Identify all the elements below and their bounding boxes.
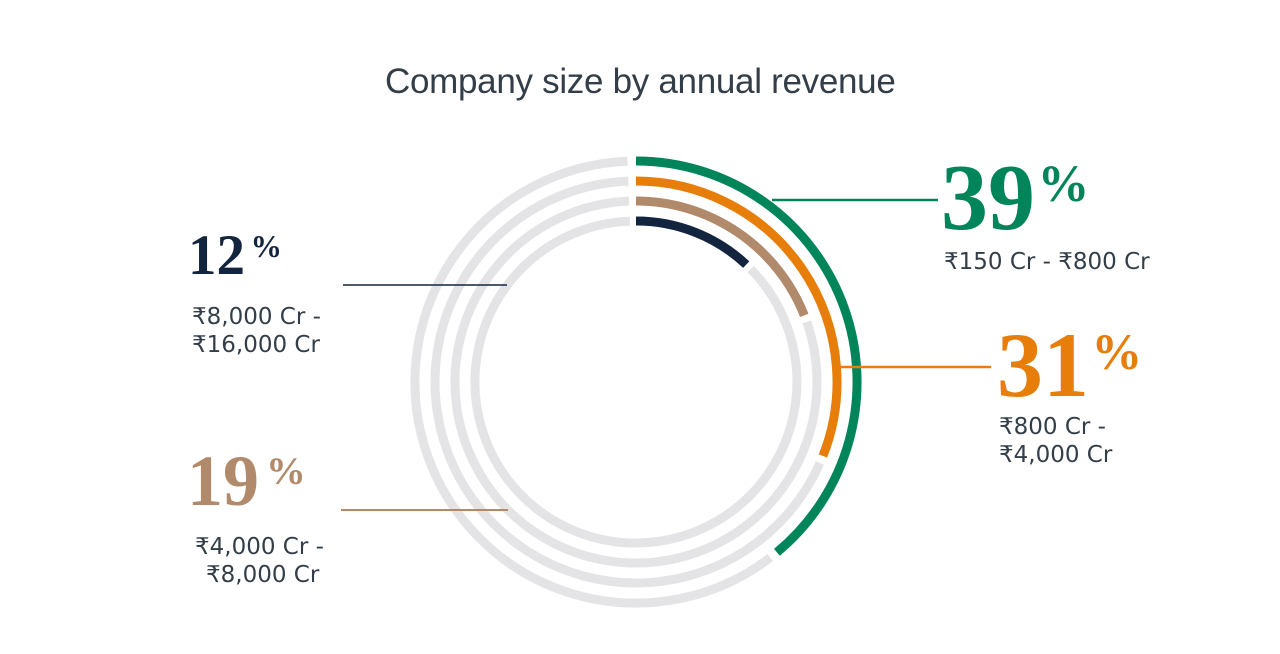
value-text: 31 xyxy=(997,314,1089,416)
range-line: ₹150 Cr - ₹800 Cr xyxy=(944,249,1150,275)
value-text: 39 xyxy=(941,146,1035,250)
percent-sign: % xyxy=(250,229,282,265)
track-ring-3 xyxy=(450,196,822,568)
chart-title: Company size by annual revenue xyxy=(385,62,896,101)
track-ring-4 xyxy=(470,216,802,548)
percent-sign: % xyxy=(1091,323,1143,380)
callout-31-percent: 31% xyxy=(997,319,1142,411)
callout-39-percent: 39% xyxy=(941,151,1089,245)
track-ring-1 xyxy=(410,156,773,608)
track-ring-2 xyxy=(430,176,825,588)
percent-sign: % xyxy=(1037,156,1090,214)
value-31-percent: 31% xyxy=(997,319,1142,411)
range-label-19-percent: ₹4,000 Cr - ₹8,000 Cr xyxy=(195,533,324,589)
range-label-31-percent: ₹800 Cr - ₹4,000 Cr xyxy=(999,413,1112,469)
value-text: 12 xyxy=(188,224,245,287)
callout-19-percent: 19% xyxy=(187,445,306,517)
range-line: ₹4,000 Cr xyxy=(999,442,1113,468)
arc-12-percent xyxy=(635,216,750,268)
percent-sign: % xyxy=(266,448,306,493)
range-line: ₹4,000 Cr - xyxy=(195,534,324,560)
range-line: ₹800 Cr - xyxy=(999,414,1106,440)
value-12-percent: 12% xyxy=(188,227,282,284)
range-line: ₹16,000 Cr xyxy=(192,332,320,358)
value-text: 19 xyxy=(187,441,259,521)
value-19-percent: 19% xyxy=(187,445,306,517)
range-label-39-percent: ₹150 Cr - ₹800 Cr xyxy=(944,248,1150,276)
value-39-percent: 39% xyxy=(941,151,1089,245)
arc-19-percent xyxy=(635,196,809,318)
arc-39-percent xyxy=(635,156,862,556)
arc-31-percent xyxy=(635,176,842,458)
range-line: ₹8,000 Cr xyxy=(206,562,320,588)
range-label-12-percent: ₹8,000 Cr - ₹16,000 Cr xyxy=(192,303,321,359)
callout-12-percent: 12% xyxy=(188,227,282,284)
range-line: ₹8,000 Cr - xyxy=(192,304,321,330)
